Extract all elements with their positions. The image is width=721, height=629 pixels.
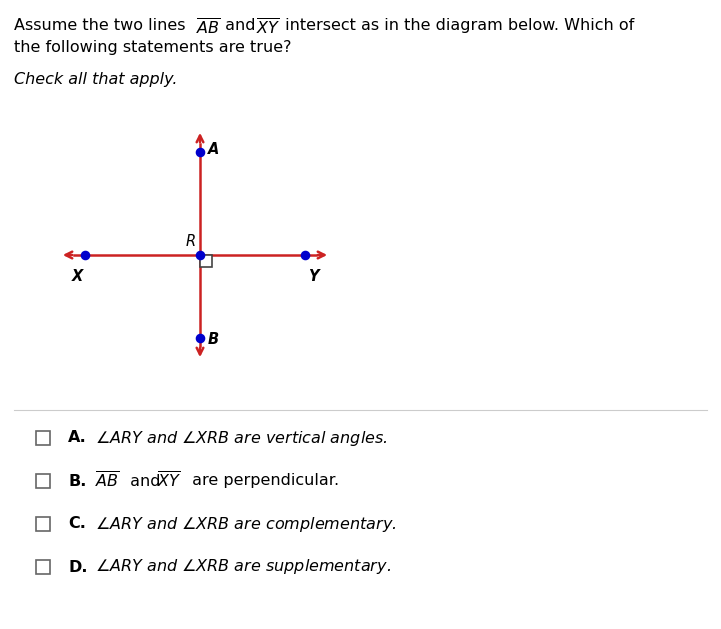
Text: the following statements are true?: the following statements are true? — [14, 40, 291, 55]
Text: Assume the two lines: Assume the two lines — [14, 18, 190, 33]
Text: A: A — [208, 143, 219, 157]
Text: Y: Y — [308, 269, 318, 284]
Point — [194, 147, 205, 157]
Text: $\overline{XY}$: $\overline{XY}$ — [256, 18, 280, 38]
Text: Check all that apply.: Check all that apply. — [14, 72, 177, 87]
Text: $\overline{AB}$: $\overline{AB}$ — [95, 471, 120, 491]
Text: $\overline{XY}$: $\overline{XY}$ — [157, 471, 182, 491]
Bar — [36, 560, 50, 574]
Point — [79, 250, 91, 260]
Text: $\angle$ARY and $\angle$XRB are vertical angles.: $\angle$ARY and $\angle$XRB are vertical… — [95, 428, 388, 447]
Text: R: R — [186, 234, 196, 249]
Text: B: B — [208, 333, 219, 347]
Bar — [36, 474, 50, 488]
Text: $\overline{AB}$: $\overline{AB}$ — [196, 18, 221, 38]
Point — [299, 250, 311, 260]
Text: A.: A. — [68, 430, 87, 445]
Point — [194, 250, 205, 260]
Bar — [36, 431, 50, 445]
Text: B.: B. — [68, 474, 87, 489]
Text: C.: C. — [68, 516, 86, 532]
Text: and: and — [125, 474, 166, 489]
Point — [194, 333, 205, 343]
Text: and: and — [220, 18, 260, 33]
Bar — [36, 517, 50, 531]
Text: intersect as in the diagram below. Which of: intersect as in the diagram below. Which… — [280, 18, 634, 33]
Text: X: X — [71, 269, 83, 284]
Text: D.: D. — [68, 560, 87, 574]
Text: are perpendicular.: are perpendicular. — [187, 474, 339, 489]
Bar — [200, 255, 212, 267]
Text: $\angle$ARY and $\angle$XRB are supplementary.: $\angle$ARY and $\angle$XRB are suppleme… — [95, 557, 391, 577]
Text: $\angle$ARY and $\angle$XRB are complementary.: $\angle$ARY and $\angle$XRB are compleme… — [95, 515, 397, 533]
